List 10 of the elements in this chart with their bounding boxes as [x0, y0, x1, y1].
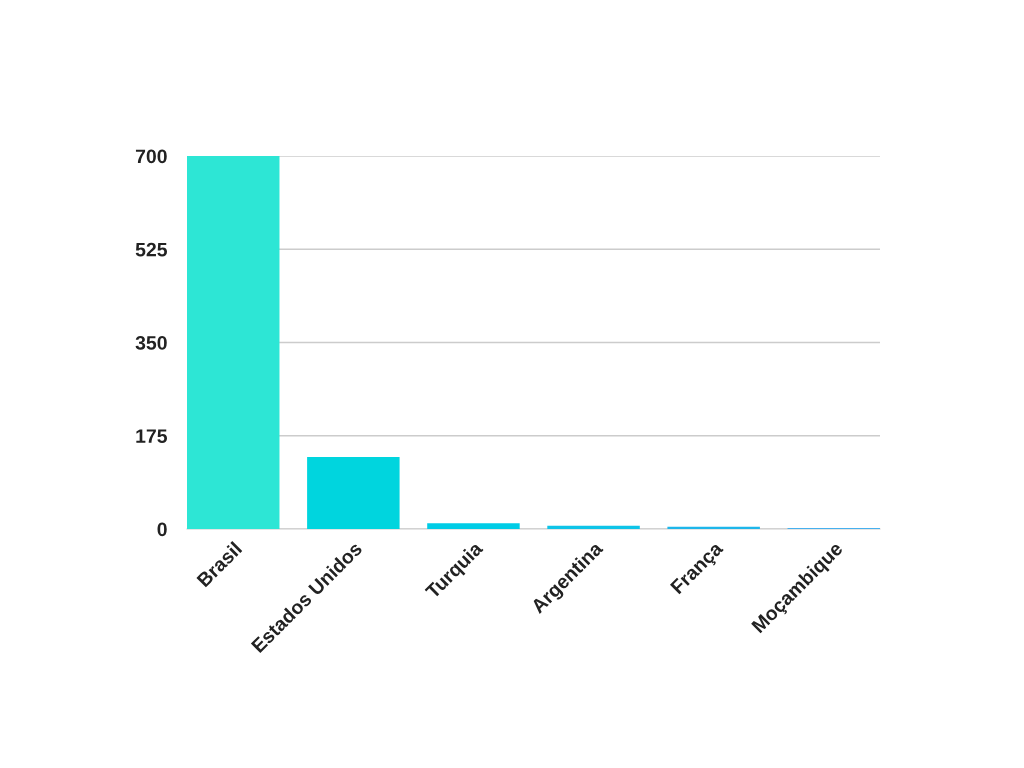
y-tick-label: 0	[157, 522, 167, 537]
bar	[307, 457, 400, 529]
y-tick-label: 175	[136, 429, 168, 443]
bar	[427, 523, 520, 529]
bar	[667, 526, 760, 529]
bar	[187, 156, 280, 529]
y-tick-label: 700	[135, 149, 167, 164]
y-tick-label: 350	[135, 335, 167, 350]
y-tick-label: 525	[135, 242, 168, 257]
bar	[547, 525, 640, 529]
